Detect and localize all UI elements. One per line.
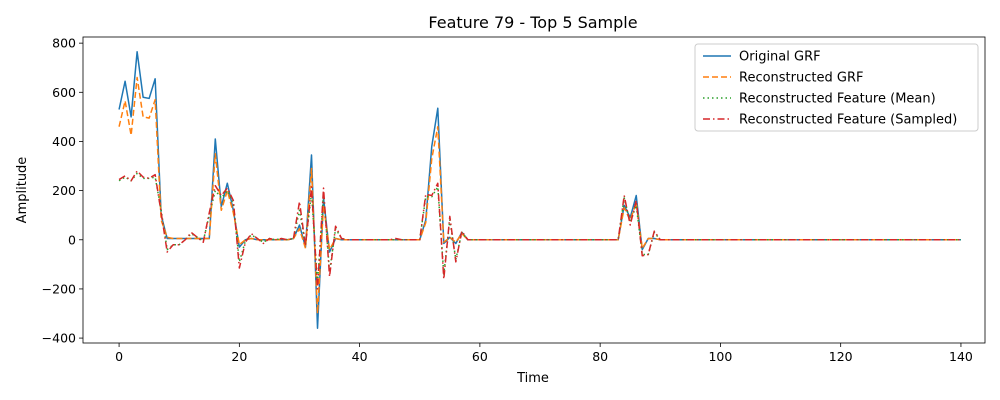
x-tick-label: 40: [352, 349, 368, 364]
plot-frame: [82, 36, 986, 344]
y-axis: −400 −200 0 200 400 600 800: [42, 36, 83, 346]
x-tick-label: 100: [708, 349, 732, 364]
legend-label: Reconstructed Feature (Mean): [739, 92, 936, 107]
x-tick-label: 20: [231, 349, 247, 364]
y-tick-label: 600: [52, 85, 76, 100]
legend: Original GRF Reconstructed GRF Reconstruct…: [694, 43, 979, 132]
x-tick-label: 60: [472, 349, 488, 364]
x-axis: 0 20 40 60 80 100 120 140: [115, 343, 973, 364]
y-tick-label: −200: [42, 281, 76, 296]
x-tick-label: 0: [115, 349, 123, 364]
x-tick-label: 140: [949, 349, 973, 364]
y-axis-label: Amplitude: [15, 157, 30, 224]
y-tick-label: 0: [68, 232, 76, 247]
legend-label: Reconstructed Feature (Sampled): [739, 113, 957, 128]
legend-box: [694, 43, 979, 132]
y-tick-label: 200: [52, 183, 76, 198]
x-axis-label: Time: [516, 371, 549, 386]
series-line-4: [118, 170, 961, 290]
y-tick-label: 800: [52, 36, 76, 51]
y-tick-label: −400: [42, 331, 76, 346]
plot-area: [118, 51, 961, 329]
y-tick-label: 400: [52, 134, 76, 149]
x-tick-label: 120: [829, 349, 853, 364]
x-tick-label: 80: [592, 349, 608, 364]
series-line-3: [118, 172, 961, 285]
chart-title: Feature 79 - Top 5 Sample: [428, 13, 637, 32]
legend-label: Original GRF: [739, 50, 821, 65]
legend-label: Reconstructed GRF: [739, 71, 863, 86]
